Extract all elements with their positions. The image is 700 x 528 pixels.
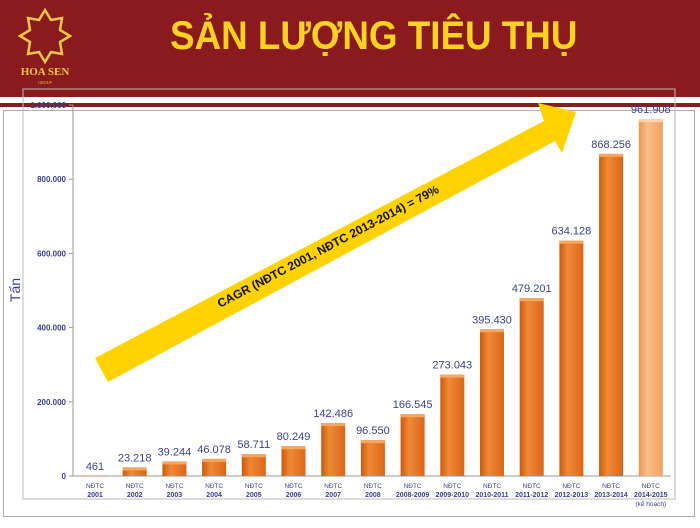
x-tick-label: 2001 [87, 492, 103, 499]
x-tick-label-top: NĐTC [324, 483, 342, 490]
data-label: 634.128 [552, 226, 592, 238]
x-tick-label: 2014-2015 [634, 492, 668, 499]
x-tick-label-top: NĐTC [443, 483, 461, 490]
x-tick-label: 2006 [286, 492, 302, 499]
data-label: 23.218 [118, 452, 152, 464]
x-tick-label-top: NĐTC [284, 483, 302, 490]
x-tick-label: 2008-2009 [396, 492, 430, 499]
x-tick-label: 2003 [167, 492, 183, 499]
x-tick-label-top: NĐTC [364, 483, 382, 490]
bar [638, 119, 663, 476]
header-banner: HOA SEN GROUP SẢN LƯỢNG TIÊU THỤ [0, 0, 700, 97]
bar [559, 240, 584, 476]
data-label: 961.908 [631, 104, 671, 116]
logo-name: HOA SEN [20, 66, 70, 78]
bar-top [281, 446, 306, 450]
data-label: 46.078 [197, 444, 231, 456]
y-tick-label: 400.000 [37, 324, 66, 333]
bar [241, 454, 266, 476]
x-tick-label: 2004 [206, 492, 222, 499]
cagr-annotation: CAGR (NĐTC 2001, NĐTC 2013-2014) = 79% [215, 182, 442, 310]
bar-top [400, 414, 425, 418]
bar [281, 446, 306, 476]
data-label: 166.545 [393, 399, 433, 411]
bar-top [599, 153, 624, 157]
logo-subtext: GROUP [38, 80, 52, 85]
x-tick-label: 2013-2014 [594, 492, 628, 499]
x-tick-note: (kế hoạch) [635, 499, 666, 508]
bar [360, 440, 385, 476]
data-label: 142.486 [313, 408, 353, 420]
x-tick-label: 2005 [246, 492, 262, 499]
data-label: 461 [86, 461, 104, 473]
x-tick-label: 2009-2010 [436, 492, 470, 499]
x-tick-label-top: NĐTC [562, 483, 580, 490]
x-tick-label-top: NĐTC [642, 483, 660, 490]
bar [122, 467, 147, 476]
bar-top [519, 298, 544, 302]
data-label: 39.244 [158, 446, 192, 458]
bar-top [440, 374, 465, 378]
x-tick-label-top: NĐTC [86, 483, 104, 490]
bar-top [321, 423, 346, 427]
bar [440, 374, 465, 476]
x-tick-label-top: NĐTC [523, 483, 541, 490]
x-tick-label-top: NĐTC [245, 483, 263, 490]
data-label: 273.043 [432, 360, 472, 372]
x-tick-label: 2007 [325, 492, 341, 499]
x-tick-label: 2012-2013 [555, 492, 589, 499]
y-tick-label: 600.000 [37, 249, 66, 258]
x-tick-label: 2011-2012 [515, 492, 548, 499]
bar-top [480, 329, 504, 333]
bar-top [559, 240, 584, 244]
bar-top [638, 119, 663, 123]
x-tick-label-top: NĐTC [404, 483, 422, 490]
data-label: 58.711 [237, 439, 270, 451]
y-tick-label: 800.000 [37, 175, 66, 184]
x-tick-label: 2008 [365, 492, 381, 499]
bar [202, 458, 227, 476]
y-axis-label: Tấn [7, 278, 23, 302]
bar [519, 298, 544, 476]
bar [480, 329, 504, 476]
data-label: 96.550 [356, 425, 390, 437]
data-label: 868.256 [591, 139, 631, 151]
data-label: 479.201 [512, 283, 552, 295]
header-divider [0, 103, 700, 107]
data-label: 395.430 [472, 314, 512, 326]
data-label: 80.249 [277, 431, 311, 443]
y-tick-label: 1.000.000 [30, 101, 66, 110]
plot-frame [22, 88, 676, 500]
bar [400, 414, 425, 476]
bar-top [122, 467, 147, 471]
page-title: SẢN LƯỢNG TIÊU THỤ [170, 14, 578, 58]
lotus-logo-icon [17, 7, 73, 65]
x-tick-label-top: NĐTC [483, 483, 501, 490]
x-tick-label-top: NĐTC [165, 483, 183, 490]
bar [321, 423, 346, 476]
bar-top [162, 461, 187, 465]
bar-top [241, 454, 266, 458]
bar-top [360, 440, 385, 444]
x-tick-label: 2010-2011 [475, 492, 508, 499]
y-tick-label: 0 [62, 472, 67, 481]
bar-top [202, 458, 227, 462]
bar [83, 475, 107, 477]
x-tick-label-top: NĐTC [205, 483, 223, 490]
bar [162, 461, 187, 476]
x-tick-label-top: NĐTC [602, 483, 620, 490]
y-tick-label: 200.000 [37, 398, 66, 407]
x-tick-label-top: NĐTC [126, 483, 144, 490]
hoa-sen-logo: HOA SEN GROUP [14, 6, 76, 90]
x-tick-label: 2002 [127, 492, 143, 499]
growth-arrow [95, 103, 576, 382]
bar [599, 153, 624, 477]
